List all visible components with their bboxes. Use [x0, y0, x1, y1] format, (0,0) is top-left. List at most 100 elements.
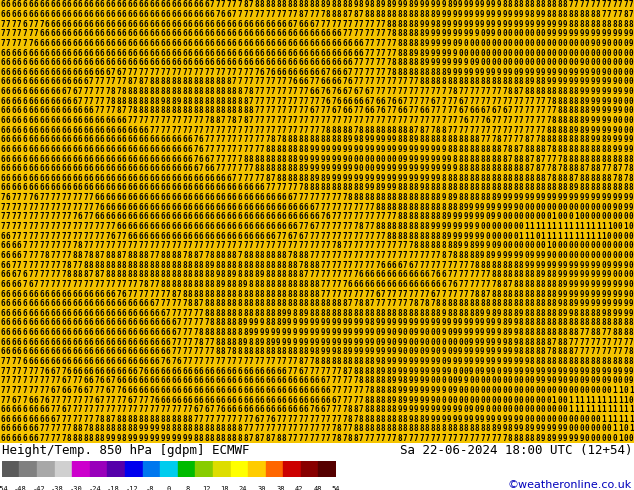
Text: 7: 7 [441, 87, 446, 96]
Text: 9: 9 [463, 203, 468, 212]
Text: 6: 6 [359, 39, 363, 48]
Text: 7: 7 [243, 125, 248, 135]
Text: 7: 7 [320, 270, 325, 279]
Text: 7: 7 [337, 251, 341, 260]
Text: 7: 7 [458, 434, 463, 443]
Text: 8: 8 [265, 434, 269, 443]
Text: 6: 6 [293, 386, 297, 395]
Text: 7: 7 [370, 68, 375, 77]
Text: 7: 7 [607, 347, 612, 356]
Text: 9: 9 [314, 164, 320, 173]
Text: 9: 9 [491, 328, 496, 337]
Text: 7: 7 [447, 261, 451, 270]
Text: 0: 0 [623, 434, 628, 443]
Text: 8: 8 [568, 97, 573, 106]
Text: 8: 8 [276, 174, 281, 183]
Text: 9: 9 [414, 357, 418, 366]
Text: 9: 9 [563, 270, 567, 279]
Text: 9: 9 [557, 77, 562, 86]
Text: 7: 7 [359, 405, 363, 414]
Text: 6: 6 [44, 58, 49, 67]
Text: 8: 8 [185, 487, 190, 490]
Text: 8: 8 [127, 77, 132, 86]
Text: 7: 7 [414, 261, 418, 270]
Text: 6: 6 [232, 405, 236, 414]
Text: 6: 6 [1, 77, 5, 86]
Text: 8: 8 [486, 193, 490, 202]
Text: 7: 7 [138, 405, 143, 414]
Text: 7: 7 [83, 97, 87, 106]
Text: 7: 7 [177, 68, 181, 77]
Text: 7: 7 [408, 106, 413, 115]
Text: 8: 8 [524, 135, 529, 144]
Text: 8: 8 [271, 261, 275, 270]
Text: 8: 8 [188, 299, 193, 308]
Text: 6: 6 [39, 77, 44, 86]
Text: 6: 6 [22, 164, 27, 173]
Text: 6: 6 [226, 203, 231, 212]
Text: 6: 6 [83, 154, 87, 164]
Text: 6: 6 [39, 87, 44, 96]
Text: 6: 6 [17, 251, 22, 260]
Text: 9: 9 [436, 405, 441, 414]
Text: 8: 8 [166, 251, 171, 260]
Text: 9: 9 [430, 386, 435, 395]
Text: 6: 6 [6, 116, 11, 125]
Text: 7: 7 [342, 212, 347, 221]
Text: 8: 8 [403, 10, 408, 19]
Text: 6: 6 [149, 367, 154, 376]
Text: 9: 9 [579, 290, 584, 298]
Text: 7: 7 [193, 116, 198, 125]
Text: 8: 8 [447, 424, 451, 434]
Text: 8: 8 [216, 261, 220, 270]
Text: 7: 7 [28, 212, 32, 221]
Text: 8: 8 [127, 261, 132, 270]
Text: 6: 6 [144, 154, 148, 164]
Text: 8: 8 [430, 77, 435, 86]
Text: 8: 8 [458, 251, 463, 260]
Text: 6: 6 [67, 125, 71, 135]
Text: 9: 9 [458, 10, 463, 19]
Text: 9: 9 [469, 347, 474, 356]
Text: 7: 7 [138, 395, 143, 405]
Text: 8: 8 [386, 193, 391, 202]
Text: 8: 8 [221, 338, 226, 347]
Text: 6: 6 [61, 376, 66, 385]
Text: 6: 6 [11, 405, 16, 414]
Text: 8: 8 [519, 338, 523, 347]
Text: 6: 6 [249, 222, 253, 231]
Text: 7: 7 [265, 77, 269, 86]
Text: 7: 7 [370, 77, 375, 86]
Text: 8: 8 [557, 145, 562, 154]
Text: 8: 8 [541, 135, 545, 144]
Text: 0: 0 [541, 203, 545, 212]
Text: 8: 8 [513, 0, 518, 9]
Text: 6: 6 [155, 0, 159, 9]
Text: 7: 7 [22, 212, 27, 221]
Text: 8: 8 [348, 405, 353, 414]
Text: 8: 8 [563, 125, 567, 135]
Text: 7: 7 [370, 232, 375, 241]
Text: 6: 6 [39, 0, 44, 9]
Text: 7: 7 [105, 222, 110, 231]
Text: 8: 8 [496, 290, 501, 298]
Text: 0: 0 [612, 434, 617, 443]
Text: 0: 0 [529, 395, 534, 405]
Text: 6: 6 [276, 395, 281, 405]
Text: 8: 8 [563, 154, 567, 164]
Text: 9: 9 [309, 145, 314, 154]
Text: 6: 6 [17, 280, 22, 289]
Text: 8: 8 [430, 10, 435, 19]
Text: 8: 8 [309, 183, 314, 193]
Text: 8: 8 [265, 154, 269, 164]
Text: 9: 9 [475, 232, 479, 241]
Text: 6: 6 [193, 39, 198, 48]
Text: 6: 6 [204, 20, 209, 28]
Text: 6: 6 [67, 106, 71, 115]
Text: 6: 6 [342, 39, 347, 48]
Text: 9: 9 [552, 29, 557, 38]
Text: 8: 8 [386, 125, 391, 135]
Text: 0: 0 [612, 376, 617, 385]
Text: 0: 0 [513, 222, 518, 231]
Text: 8: 8 [547, 280, 551, 289]
